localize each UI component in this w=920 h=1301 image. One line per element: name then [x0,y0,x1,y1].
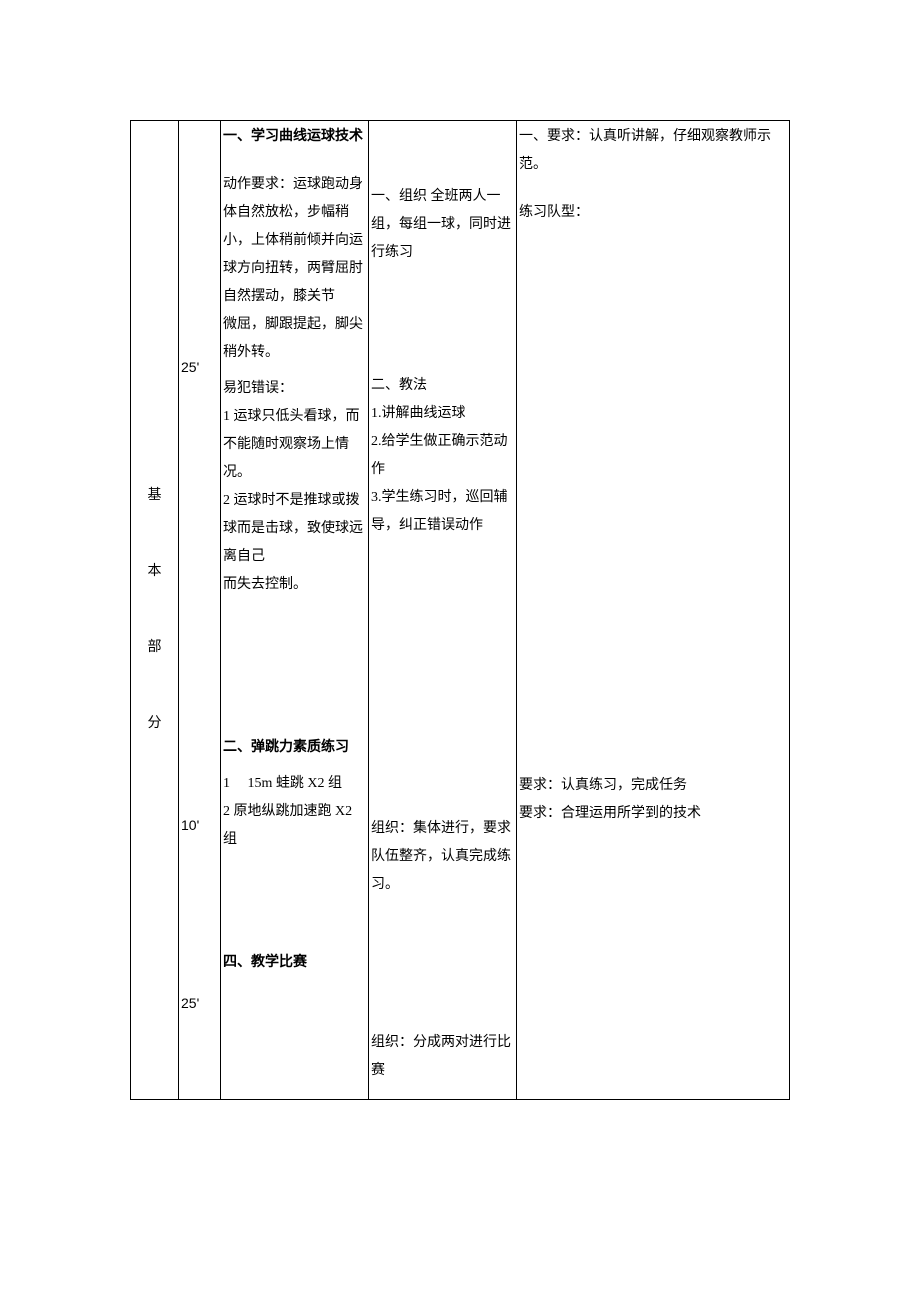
content-para: 1 15m 蛙跳 X2 组 [223,770,366,798]
content-para: 2 运球时不是推球或拨球而是击球，致使球远离自己 [223,487,366,571]
method-para: 组织：分成两对进行比赛 [371,1029,514,1085]
content-para: 动作要求：运球跑动身体自然放松，步幅稍小，上体稍前倾并向运球方向扭转，两臂屈肘自… [223,171,366,311]
table-row: 基 本 部 分 25' 10' 25' 一、学习曲线运球技术 动作要求：运球跑动… [131,121,790,1100]
time-cell: 25' 10' 25' [179,121,221,1100]
method-para: 二、教法 [371,372,514,400]
time-value-3: 25' [181,989,218,1017]
method-para: 组织：集体进行，要求队伍整齐，认真完成练习。 [371,815,514,899]
method-para: 3.学生练习时，巡回辅导，纠正错误动作 [371,484,514,540]
req-para: 要求：合理运用所学到的技术 [519,800,787,828]
method-cell: 一、组织 全班两人一组，每组一球，同时进行练习 二、教法 1.讲解曲线运球 2.… [369,121,517,1100]
req-para: 一、要求：认真听讲解，仔细观察教师示范。 [519,123,787,179]
req-para: 练习队型： [519,199,787,227]
section-cell: 基 本 部 分 [131,121,179,1100]
content-para: 而失去控制。 [223,571,366,599]
time-value-1: 25' [181,353,218,381]
content-cell: 一、学习曲线运球技术 动作要求：运球跑动身体自然放松，步幅稍小，上体稍前倾并向运… [221,121,369,1100]
section-char-3: 部 [131,634,178,662]
content-heading-3: 四、教学比赛 [223,949,366,977]
content-para: 微屈，脚跟提起，脚尖稍外转。 [223,311,366,367]
section-char-4: 分 [131,710,178,738]
requirement-cell: 一、要求：认真听讲解，仔细观察教师示范。 练习队型： 要求：认真练习，完成任务 … [517,121,790,1100]
content-heading-2: 二、弹跳力素质练习 [223,734,366,762]
content-para: 1 运球只低头看球，而不能随时观察场上情况。 [223,403,366,487]
method-para: 一、组织 全班两人一组，每组一球，同时进行练习 [371,183,514,267]
method-para: 1.讲解曲线运球 [371,400,514,428]
lesson-plan-table: 基 本 部 分 25' 10' 25' 一、学习曲线运球技术 动作要求：运球跑动… [130,120,790,1100]
content-para: 易犯错误： [223,375,366,403]
spacer [223,977,366,1097]
section-char-2: 本 [131,558,178,586]
time-value-2: 10' [181,811,218,839]
req-para: 要求：认真练习，完成任务 [519,772,787,800]
content-para: 2 原地纵跳加速跑 X2 组 [223,798,366,854]
content-heading-1: 一、学习曲线运球技术 [223,123,366,151]
section-char-1: 基 [131,482,178,510]
method-para: 2.给学生做正确示范动作 [371,428,514,484]
